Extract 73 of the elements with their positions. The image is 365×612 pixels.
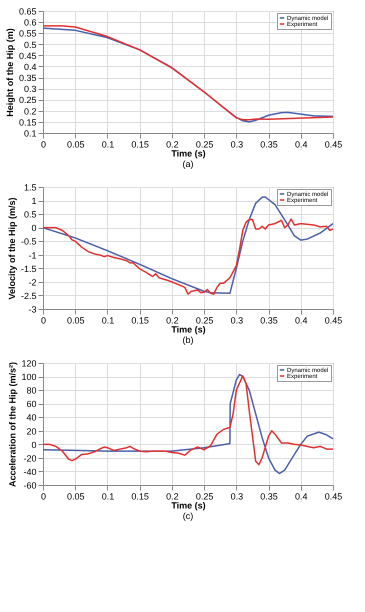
x-tick-label: 0.1: [102, 316, 114, 326]
x-tick-label: 0.35: [260, 316, 278, 326]
x-tick-label: 0.25: [196, 316, 214, 326]
y-tick-label: -2.5: [20, 290, 36, 301]
x-axis-title: Time (s): [171, 324, 206, 334]
y-tick-label: 0.65: [18, 6, 36, 16]
y-tick-label: 0.1: [24, 128, 36, 138]
x-tick-label: 0.2: [166, 492, 179, 502]
x-tick-label: 0.1: [102, 492, 114, 502]
x-tick-label: 0.2: [166, 316, 179, 326]
y-tick-label: 0.55: [18, 28, 36, 39]
x-tick-label: 0.15: [131, 492, 149, 502]
x-tick-label: 0.3: [230, 316, 244, 326]
x-tick-label: 0.25: [196, 140, 214, 150]
y-tick-label: 100: [21, 372, 36, 382]
x-tick-label: 0.05: [66, 492, 84, 502]
y-tick-label: 0.15: [18, 117, 36, 128]
x-tick-label: 0.2: [166, 140, 179, 150]
y-tick-label: 0.45: [18, 50, 36, 61]
x-tick-label: 0.35: [260, 492, 278, 502]
y-tick-label: 0: [31, 440, 36, 450]
y-tick-label: 0.25: [18, 95, 36, 106]
line-series: [42, 218, 334, 295]
x-tick-label: 0: [40, 492, 46, 502]
y-tick-label: -20: [23, 453, 36, 464]
y-tick-label: -60: [23, 480, 36, 490]
y-tick-label: 0.4: [24, 62, 36, 72]
text: (c): [182, 511, 194, 521]
x-tick-label: 0.45: [324, 140, 342, 150]
y-tick-label: -1: [28, 250, 36, 260]
x-tick-label: 0.3: [230, 492, 244, 502]
line-series: [42, 196, 334, 294]
y-tick-label: 40: [26, 412, 36, 423]
y-tick-label: -2: [28, 277, 36, 288]
x-tick-label: 0: [40, 140, 46, 150]
y-tick-label: 0.6: [24, 18, 36, 28]
x-tick-label: 0.05: [66, 140, 84, 150]
x-tick-label: 0.25: [196, 492, 214, 502]
x-tick-label: 0.35: [260, 140, 278, 150]
x-axis-title: Time (s): [171, 500, 206, 510]
x-tick-label: 0.4: [295, 316, 308, 326]
x-tick-label: 0.05: [66, 316, 84, 326]
y-tick-label: -1.5: [20, 264, 36, 274]
y-tick-label: -0.5: [20, 236, 36, 247]
x-tick-label: 0.3: [230, 140, 244, 150]
y-tick-label: 0: [31, 223, 36, 234]
y-tick-label: 20: [26, 426, 36, 436]
y-axis-title: Velocity of the Hip (m/s): [6, 197, 17, 300]
y-tick-label: 0.35: [18, 73, 36, 84]
y-tick-label: 60: [26, 399, 36, 410]
x-tick-label: 0.1: [102, 140, 114, 150]
y-axis-title: Acceleration of the Hip (m/s²): [7, 362, 18, 488]
y-axis-title: Height of the Hip (m): [4, 28, 15, 117]
y-tick-label: 0.3: [24, 84, 36, 94]
text: (a): [182, 159, 194, 169]
x-tick-label: 0.4: [295, 492, 308, 502]
x-tick-label: 0.15: [131, 316, 149, 326]
x-axis-title: Time (s): [171, 148, 206, 158]
y-tick-label: 120: [21, 358, 36, 368]
x-tick-label: 0.45: [324, 316, 342, 326]
text: (b): [182, 335, 194, 345]
y-tick-label: 0.5: [24, 40, 36, 50]
x-tick-label: 0.45: [324, 492, 342, 502]
x-tick-label: 0.4: [295, 140, 308, 150]
y-tick-label: 0.5: [24, 210, 36, 220]
y-tick-label: 80: [26, 386, 36, 396]
y-tick-label: -3: [28, 304, 36, 314]
x-tick-label: 0.15: [131, 140, 149, 150]
x-tick-label: 0: [40, 316, 46, 326]
y-tick-label: 1: [31, 196, 36, 206]
y-tick-label: -40: [23, 466, 36, 477]
y-tick-label: 1.5: [24, 182, 36, 192]
y-tick-label: 0.2: [24, 106, 36, 116]
